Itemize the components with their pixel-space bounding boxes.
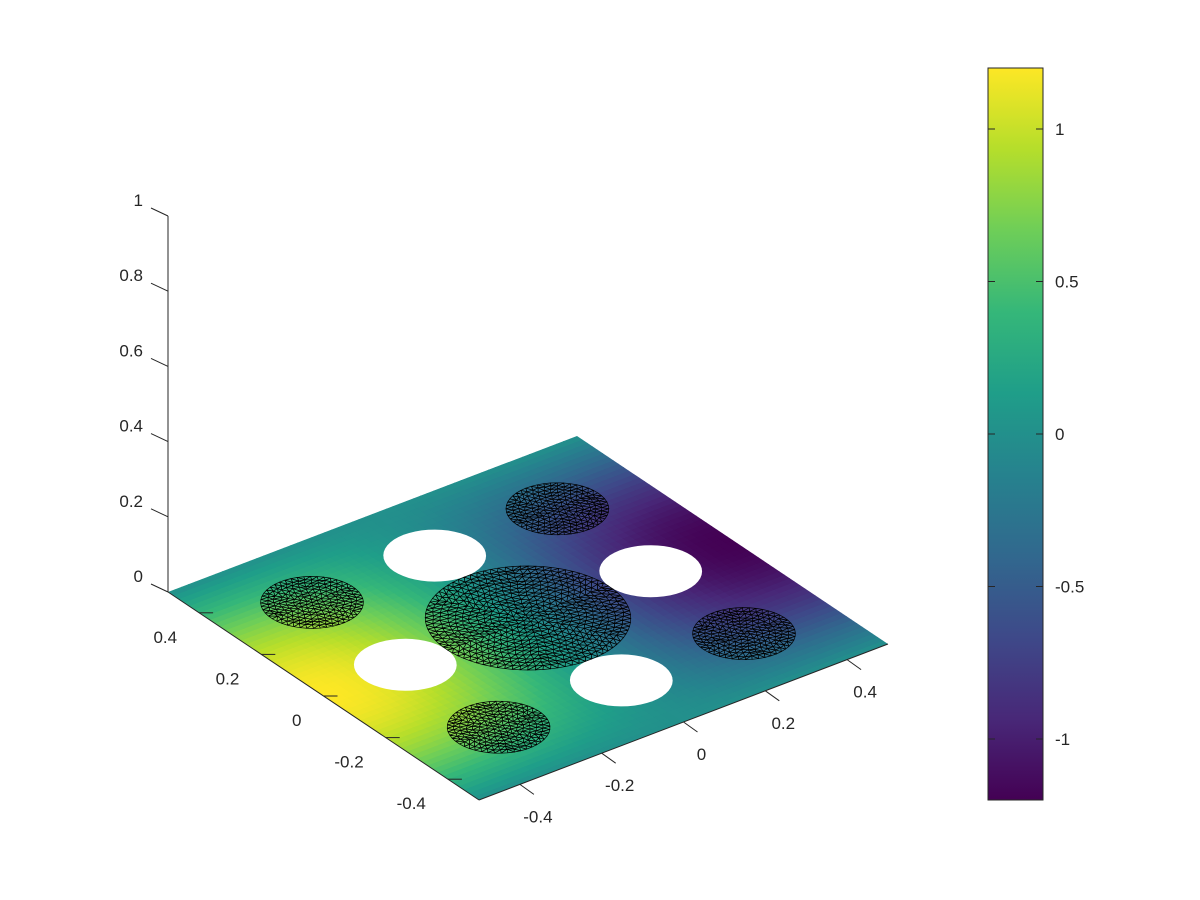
surface-hole [353,638,457,691]
meshed-disk [260,576,364,629]
surface-hole [383,529,487,582]
surface-hole [599,545,703,598]
surface-hole [569,654,673,707]
mesh-layer [260,482,796,754]
meshed-disk [424,565,632,671]
